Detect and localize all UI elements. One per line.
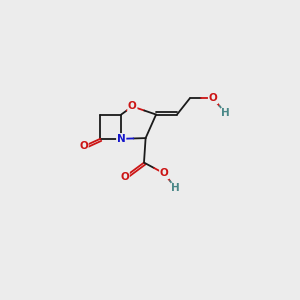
Text: O: O — [160, 168, 169, 178]
Text: N: N — [117, 134, 126, 144]
Text: O: O — [79, 141, 88, 152]
Text: H: H — [172, 184, 180, 194]
Text: O: O — [128, 101, 137, 112]
Text: O: O — [209, 93, 218, 103]
Text: O: O — [120, 172, 129, 182]
Text: H: H — [221, 108, 230, 118]
